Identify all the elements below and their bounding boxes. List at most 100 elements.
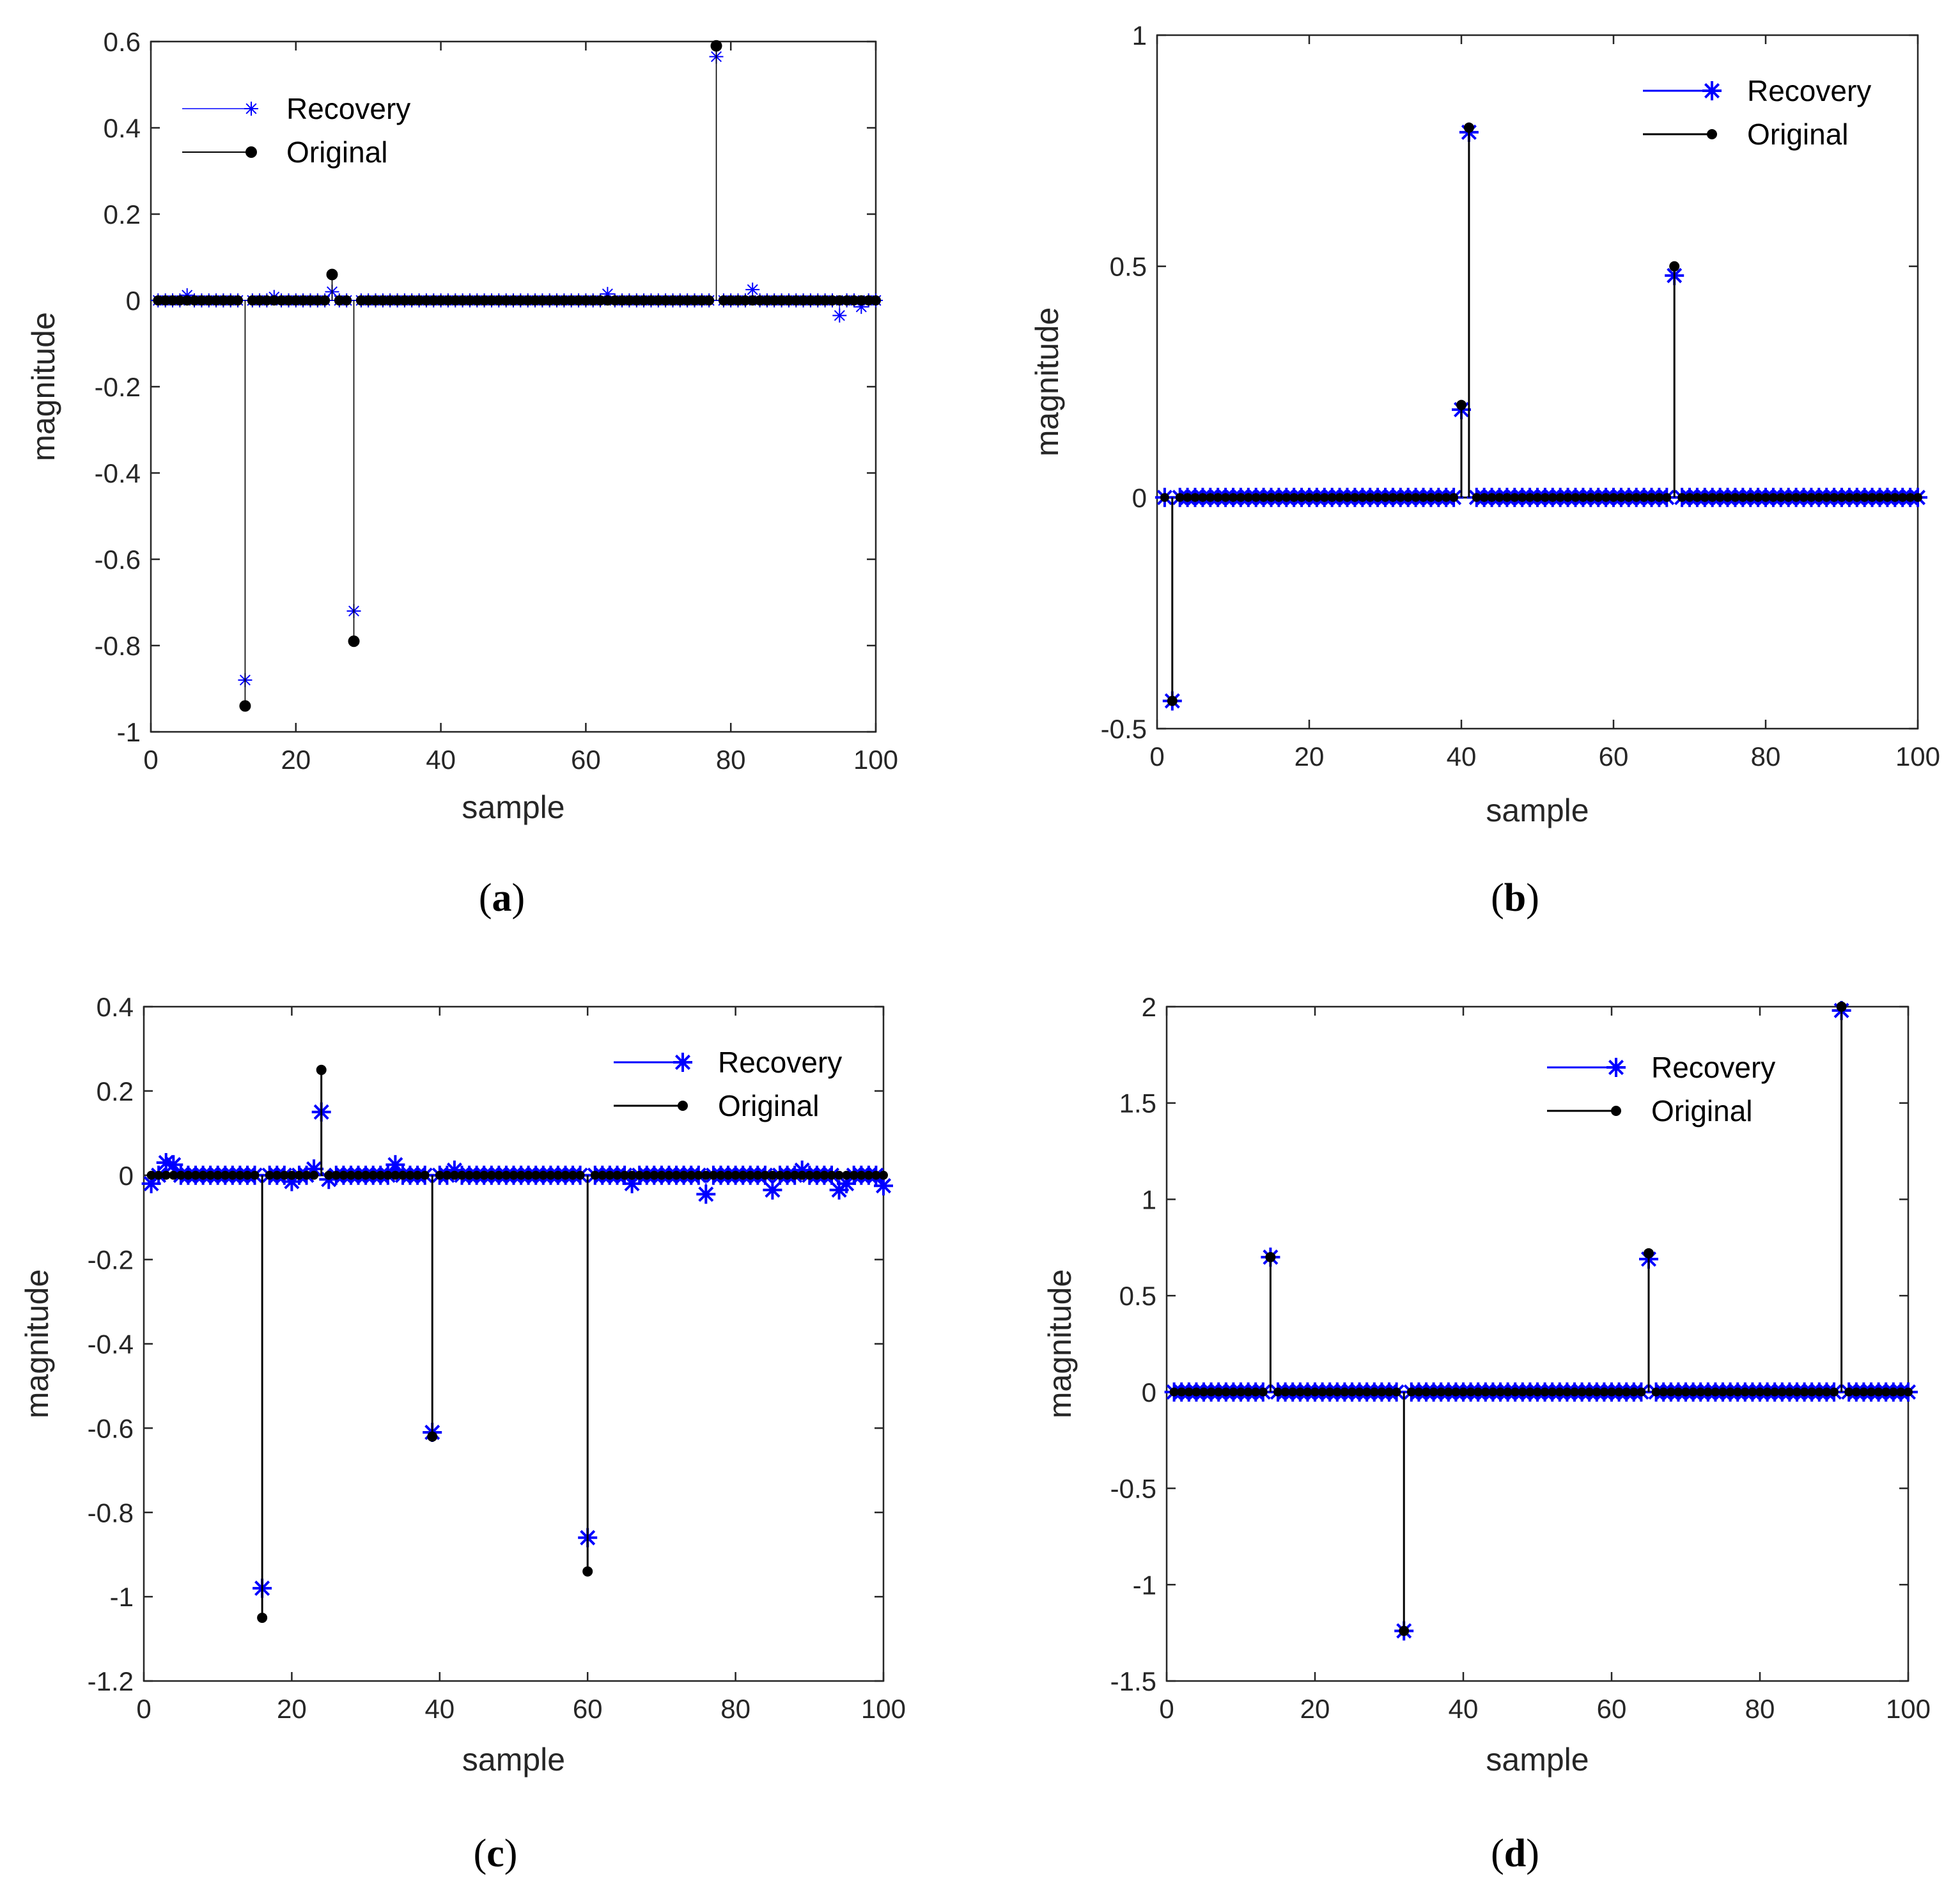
original-point (820, 1170, 829, 1180)
original-point (257, 1613, 268, 1623)
original-point (646, 295, 657, 306)
original-point (1350, 493, 1360, 502)
original-point (1814, 493, 1824, 502)
original-point (1814, 1387, 1824, 1397)
original-point (1525, 493, 1535, 502)
original-point (1807, 1387, 1817, 1397)
original-point (1867, 493, 1877, 502)
original-point (834, 1170, 844, 1180)
original-point (1785, 1387, 1794, 1397)
original-point (1807, 493, 1816, 502)
original-point (479, 295, 490, 306)
original-point (414, 295, 424, 306)
original-point (1578, 493, 1588, 502)
original-point (1206, 1387, 1216, 1397)
x-axis-label: sample (462, 1742, 565, 1778)
original-point (1442, 493, 1451, 502)
original-point (175, 295, 185, 306)
original-point (1777, 1387, 1787, 1397)
original-point (268, 295, 279, 306)
original-point (1229, 493, 1238, 502)
caption-open: ( (479, 876, 492, 920)
original-point (464, 295, 475, 306)
original-point (1860, 493, 1869, 502)
original-point (602, 295, 613, 306)
original-point (609, 295, 620, 306)
original-point (575, 1170, 585, 1180)
original-point (1503, 1387, 1513, 1397)
original-point (1373, 493, 1383, 502)
original-point (857, 1170, 866, 1180)
original-point (182, 295, 192, 306)
original-point (1555, 1387, 1564, 1397)
original-point (377, 295, 388, 306)
original-point (1282, 493, 1291, 502)
original-point (1740, 1387, 1750, 1397)
original-point (627, 1170, 637, 1180)
x-tick-label: 40 (1447, 741, 1477, 771)
legend-recovery-marker (1702, 81, 1722, 100)
original-point (879, 1170, 888, 1180)
x-tick-label: 20 (1295, 741, 1325, 771)
x-tick-label: 20 (277, 1694, 307, 1724)
original-point (1688, 1387, 1698, 1397)
original-point (1311, 1387, 1319, 1397)
legend-original-label: Original (718, 1089, 820, 1122)
original-point (213, 1170, 222, 1180)
original-point (1707, 493, 1717, 502)
original-point (1733, 1387, 1743, 1397)
original-point (1229, 1387, 1238, 1397)
original-point (1662, 493, 1672, 502)
y-tick-label: -0.4 (95, 458, 141, 488)
original-point (309, 1170, 319, 1180)
legend-original-marker (1611, 1106, 1621, 1116)
legend-original-label: Original (1747, 118, 1849, 151)
x-axis-label: sample (1486, 793, 1589, 828)
original-point (1677, 493, 1687, 502)
original-point (1830, 1387, 1839, 1397)
original-point (1711, 1387, 1720, 1397)
original-point (682, 295, 693, 306)
original-point (805, 1170, 814, 1180)
original-point (1696, 1387, 1706, 1397)
caption-letter: d (1504, 1832, 1526, 1875)
original-point (250, 1170, 260, 1180)
original-point (161, 1170, 171, 1180)
original-point (376, 1170, 385, 1180)
original-point (457, 1170, 467, 1180)
original-point (1487, 493, 1497, 502)
legend-original-label: Original (286, 136, 388, 169)
original-point (225, 295, 236, 306)
original-point (871, 295, 881, 306)
original-point (486, 295, 497, 306)
original-point (242, 1170, 252, 1180)
original-point (805, 295, 816, 306)
original-point (515, 295, 526, 306)
original-point (1518, 1387, 1527, 1397)
original-point (590, 1170, 600, 1180)
original-point (302, 1170, 311, 1180)
caption-letter: b (1504, 876, 1526, 920)
caption-open: ( (1491, 876, 1504, 920)
original-point (1859, 1387, 1869, 1397)
original-point (283, 295, 294, 306)
original-point (1563, 493, 1573, 502)
original-point (435, 1170, 444, 1180)
original-point (1429, 1387, 1438, 1397)
original-point (221, 1170, 230, 1180)
original-point (368, 1170, 378, 1180)
x-tick-label: 80 (716, 745, 746, 775)
y-tick-label: 1.5 (1119, 1088, 1156, 1119)
y-tick-label: 0.4 (104, 113, 141, 143)
original-point (612, 1170, 622, 1180)
original-point (1822, 493, 1832, 502)
original-point (479, 1170, 489, 1180)
original-point (247, 295, 258, 306)
original-point (1221, 493, 1231, 502)
original-point (320, 295, 331, 306)
original-point (312, 295, 323, 306)
y-axis-label: magnitude (1042, 1269, 1078, 1419)
original-point (1822, 1387, 1832, 1397)
original-point (1731, 493, 1740, 502)
caption-open: ( (474, 1832, 487, 1875)
